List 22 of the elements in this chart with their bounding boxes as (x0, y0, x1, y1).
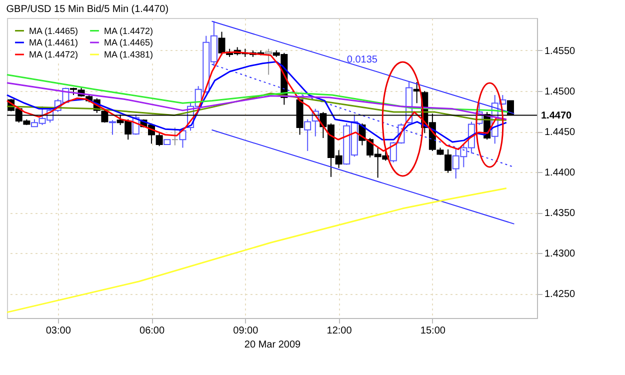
y-tick-label: 1.4250 (544, 289, 576, 300)
chart-title: GBP/USD 15 Min Bid/5 Min (1.4470) (6, 4, 169, 15)
legend-label: MA (1.4465) (29, 26, 78, 36)
x-tick-label: 06:00 (140, 326, 165, 336)
x-axis-title: 20 Mar 2009 (244, 340, 302, 350)
x-tick-label: 03:00 (46, 326, 72, 336)
x-tick-label: 15:00 (420, 326, 446, 336)
legend-label: MA (1.4472) (29, 50, 78, 60)
x-tick-label: 09:00 (233, 326, 259, 336)
y-tick-label: 1.4450 (544, 127, 576, 138)
y-tick-label: 1.4300 (544, 248, 576, 260)
ref-line-label: 1.4470 (541, 110, 572, 122)
y-tick-label: 1.4400 (544, 168, 576, 179)
legend-label: MA (1.4461) (29, 38, 78, 48)
legend-label: MA (1.4472) (104, 26, 154, 36)
y-tick-label: 1.4350 (544, 208, 576, 220)
x-tick-label: 12:00 (326, 326, 352, 336)
legend-label: MA (1.4381) (104, 50, 154, 60)
legend-label: MA (1.4465) (104, 38, 154, 48)
y-tick-label: 1.4500 (544, 86, 576, 98)
y-tick-label: 1.4550 (544, 46, 576, 57)
annotation: 0.0135 (346, 54, 378, 66)
